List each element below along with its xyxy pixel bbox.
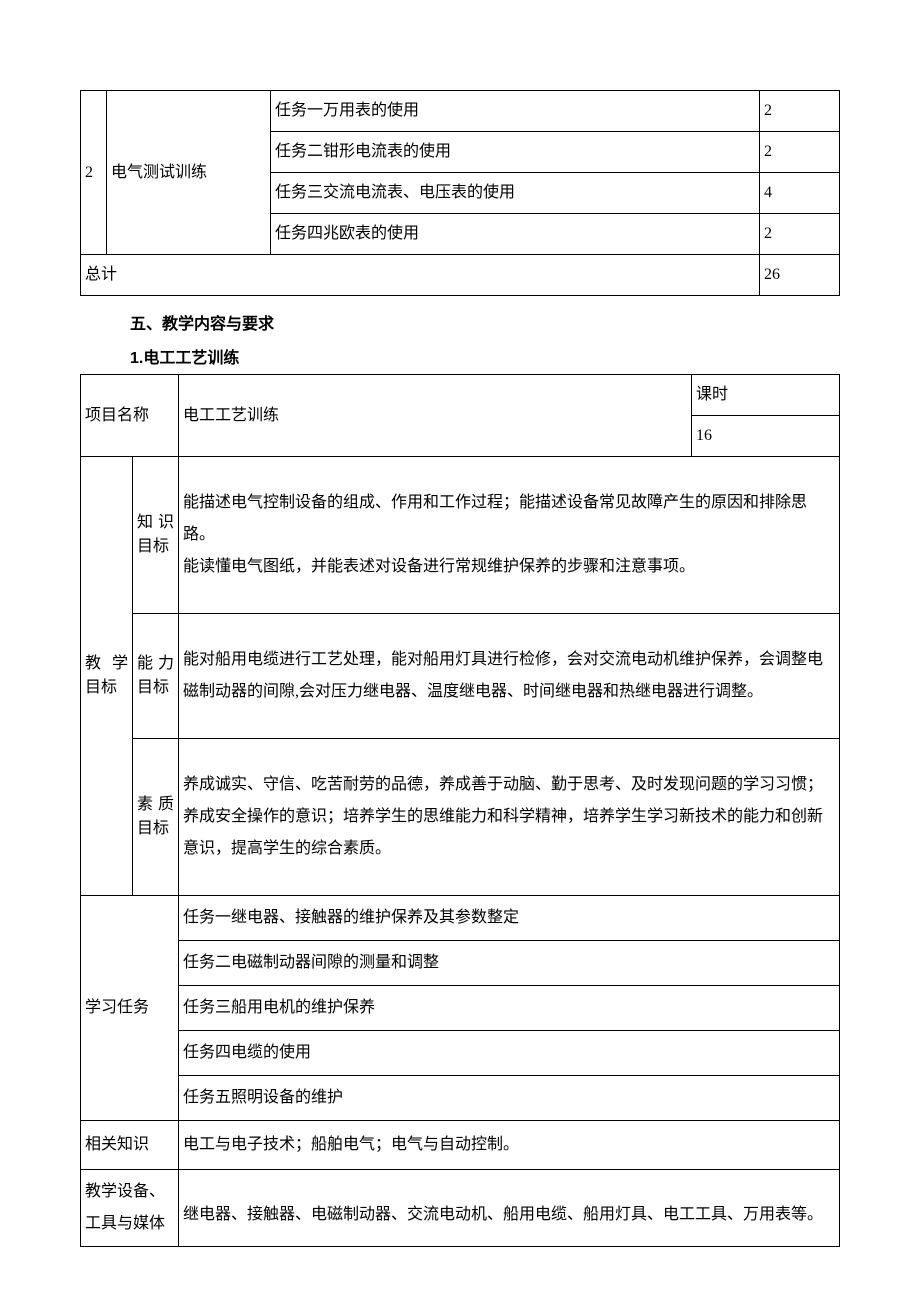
learning-task-item: 任务一继电器、接触器的维护保养及其参数整定 (179, 896, 840, 941)
related-knowledge-content: 电工与电子技术；船舶电气；电气与自动控制。 (179, 1121, 840, 1170)
row-number: 2 (81, 91, 107, 255)
table-row: 任务三船用电机的维护保养 (81, 986, 840, 1031)
table-row: 素 质目标 养成诚实、守信、吃苦耐劳的品德，养成善于动脑、勤于思考、及时发现问题… (81, 739, 840, 896)
sub-goal-label: 知 识目标 (133, 457, 179, 614)
task-hours: 2 (760, 91, 840, 132)
task-hours: 2 (760, 214, 840, 255)
task-name: 任务一万用表的使用 (271, 91, 760, 132)
sub-goal-content: 能描述电气控制设备的组成、作用和工作过程；能描述设备常见故障产生的原因和排除思路… (179, 457, 840, 614)
table-row: 相关知识 电工与电子技术；船舶电气；电气与自动控制。 (81, 1121, 840, 1170)
task-name: 任务二钳形电流表的使用 (271, 132, 760, 173)
table-curriculum-detail: 项目名称 电工工艺训练 课时 16 教学目标 知 识目标 能描述电气控制设备的组… (80, 374, 840, 1247)
table-row: 任务二电磁制动器间隙的测量和调整 (81, 941, 840, 986)
related-knowledge-label: 相关知识 (81, 1121, 179, 1170)
learning-task-item: 任务四电缆的使用 (179, 1031, 840, 1076)
hours-value: 16 (692, 416, 840, 457)
task-hours: 2 (760, 132, 840, 173)
equipment-content: 继电器、接触器、电磁制动器、交流电动机、船用电缆、船用灯具、电工工具、万用表等。 (179, 1170, 840, 1247)
sub-goal-label: 能 力目标 (133, 614, 179, 739)
table-row-header: 项目名称 电工工艺训练 课时 (81, 375, 840, 416)
sub-goal-content: 养成诚实、守信、吃苦耐劳的品德，养成善于动脑、勤于思考、及时发现问题的学习习惯；… (179, 739, 840, 896)
sub-heading: 1.电工工艺训练 (80, 344, 840, 368)
hours-label: 课时 (692, 375, 840, 416)
learning-task-item: 任务三船用电机的维护保养 (179, 986, 840, 1031)
project-name: 电工工艺训练 (179, 375, 692, 457)
total-hours: 26 (760, 255, 840, 296)
learning-task-label: 学习任务 (81, 896, 179, 1121)
task-name: 任务四兆欧表的使用 (271, 214, 760, 255)
learning-task-item: 任务二电磁制动器间隙的测量和调整 (179, 941, 840, 986)
teaching-goal-label: 教学目标 (81, 457, 133, 896)
equipment-label: 教学设备、工具与媒体 (81, 1170, 179, 1247)
table-row: 教学设备、工具与媒体 继电器、接触器、电磁制动器、交流电动机、船用电缆、船用灯具… (81, 1170, 840, 1247)
section-heading: 五、教学内容与要求 (80, 310, 840, 334)
task-name: 任务三交流电流表、电压表的使用 (271, 173, 760, 214)
row-name: 电气测试训练 (107, 91, 271, 255)
sub-goal-content: 能对船用电缆进行工艺处理，能对船用灯具进行检修，会对交流电动机维护保养，会调整电… (179, 614, 840, 739)
table-row: 2 电气测试训练 任务一万用表的使用 2 (81, 91, 840, 132)
table-row-total: 总计 26 (81, 255, 840, 296)
project-name-label: 项目名称 (81, 375, 179, 457)
total-label: 总计 (81, 255, 760, 296)
task-hours: 4 (760, 173, 840, 214)
table-row: 任务五照明设备的维护 (81, 1076, 840, 1121)
table-course-hours: 2 电气测试训练 任务一万用表的使用 2 任务二钳形电流表的使用 2 任务三交流… (80, 90, 840, 296)
table-row: 教学目标 知 识目标 能描述电气控制设备的组成、作用和工作过程；能描述设备常见故… (81, 457, 840, 614)
table-row: 学习任务 任务一继电器、接触器的维护保养及其参数整定 (81, 896, 840, 941)
table-row: 任务四电缆的使用 (81, 1031, 840, 1076)
table-row: 能 力目标 能对船用电缆进行工艺处理，能对船用灯具进行检修，会对交流电动机维护保… (81, 614, 840, 739)
learning-task-item: 任务五照明设备的维护 (179, 1076, 840, 1121)
sub-goal-label: 素 质目标 (133, 739, 179, 896)
